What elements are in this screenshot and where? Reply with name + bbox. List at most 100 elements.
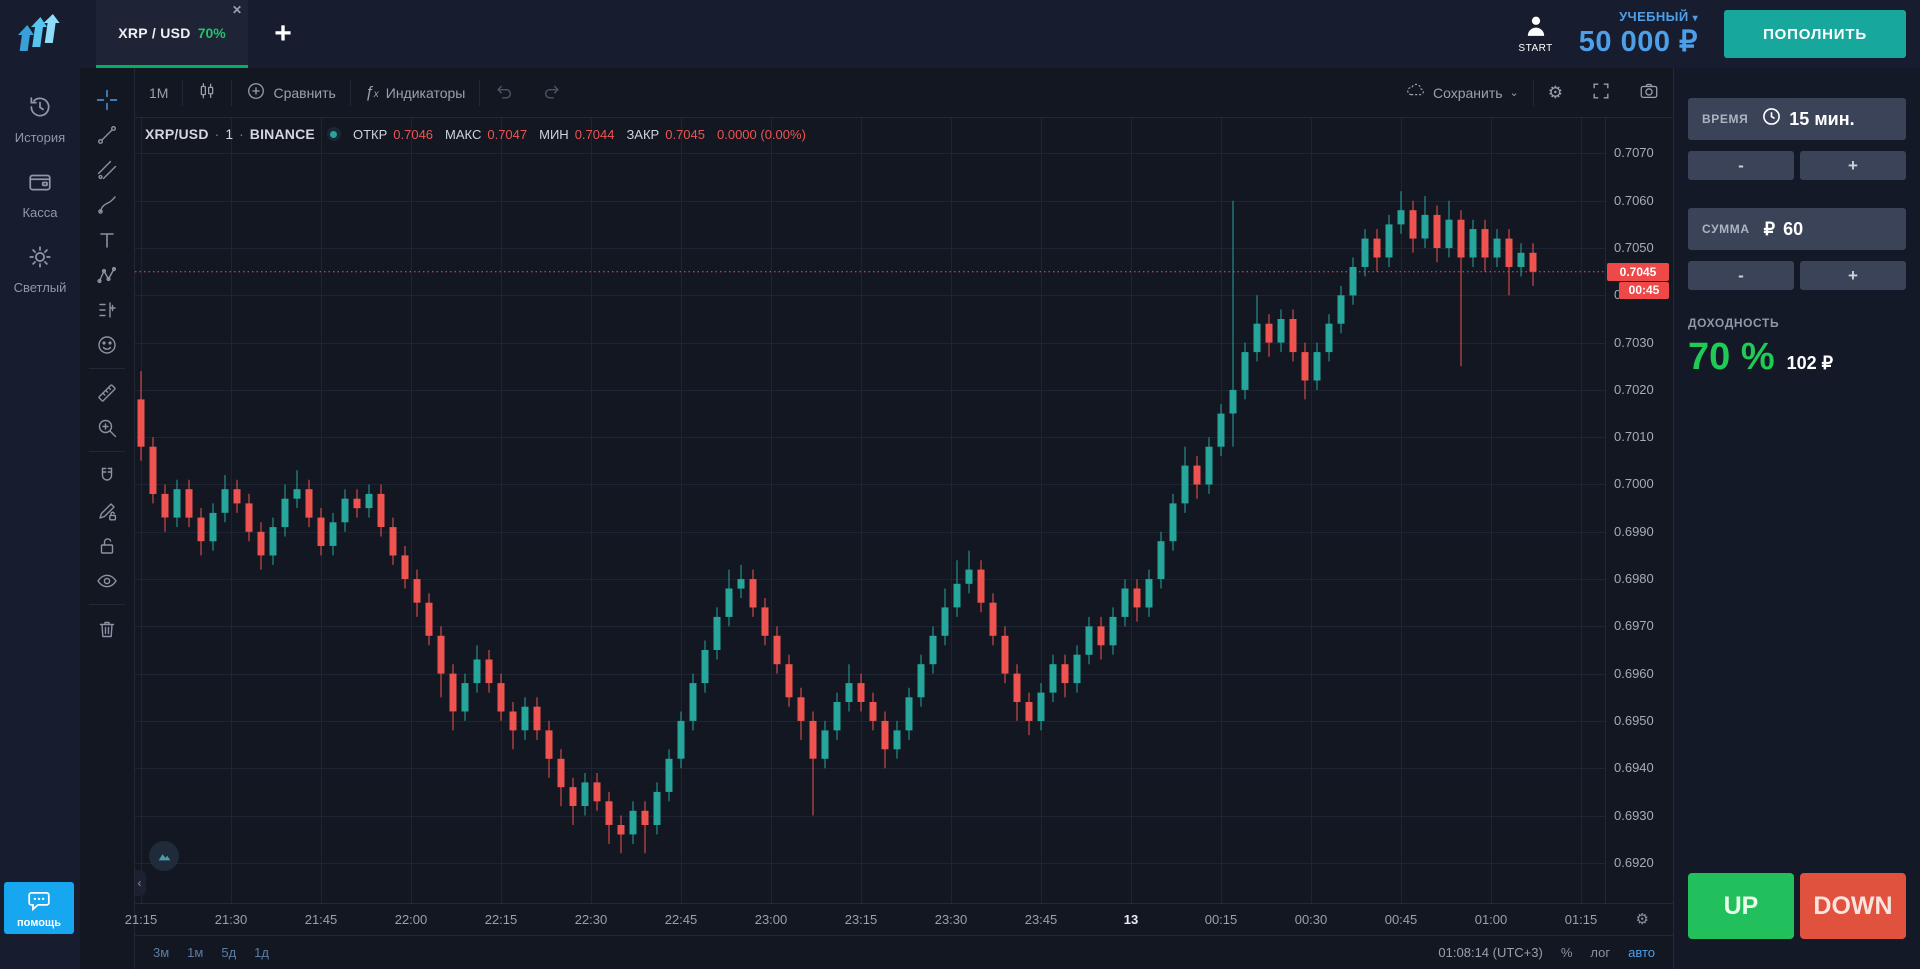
amount-increase-button[interactable]: + (1800, 261, 1906, 290)
time-decrease-button[interactable]: - (1688, 151, 1794, 180)
payout-amount: 102 ₽ (1786, 353, 1834, 373)
price-axis-label: 0.6990 (1614, 523, 1654, 539)
lock-icon[interactable] (90, 528, 124, 563)
chat-icon (26, 888, 52, 915)
down-button[interactable]: DOWN (1800, 873, 1906, 939)
forecast-tool-icon[interactable] (90, 292, 124, 327)
undo-button[interactable] (480, 78, 528, 108)
ruler-icon[interactable] (90, 375, 124, 410)
pattern-xabcd-icon[interactable] (90, 257, 124, 292)
deposit-button[interactable]: ПОПОЛНИТЬ (1724, 10, 1906, 58)
draw-mode-icon[interactable] (90, 493, 124, 528)
chart[interactable]: 0.70700.70600.70500.70400.70300.70200.70… (135, 118, 1673, 903)
save-layout-button[interactable]: Сохранить ⌄ (1390, 78, 1533, 108)
fullscreen-icon (1591, 81, 1611, 104)
chart-settings-button[interactable]: ⚙ (1534, 78, 1577, 108)
amount-field[interactable]: СУММА ₽ 60 (1688, 208, 1906, 250)
price-axis-label: 0.7000 (1614, 476, 1654, 492)
gear-icon: ⚙ (1547, 82, 1563, 102)
fib-tools-icon[interactable] (90, 152, 124, 187)
emoji-icon[interactable] (90, 327, 124, 362)
compare-button[interactable]: Сравнить (232, 78, 349, 108)
add-asset-button[interactable]: + (274, 17, 292, 50)
price-axis-label: 0.6980 (1614, 571, 1654, 587)
time-increase-button[interactable]: + (1800, 151, 1906, 180)
app-logo-icon[interactable] (0, 0, 80, 68)
screenshot-button[interactable] (1625, 78, 1673, 108)
fullscreen-button[interactable] (1577, 78, 1625, 108)
candle-countdown-tag: 00:45 (1619, 281, 1669, 299)
trash-icon[interactable] (90, 611, 124, 646)
sidebar: История Касса Светлый помощь (0, 68, 80, 969)
interval-button[interactable]: 1М (149, 84, 169, 101)
chart-bottom-bar: 3м 1м 5д 1д 01:08:14 (UTC+3) % лог авто (135, 935, 1673, 969)
auto-scale-toggle[interactable]: авто (1628, 945, 1655, 960)
eye-icon[interactable] (90, 563, 124, 598)
balance: 50 000 ₽ (1578, 26, 1698, 58)
divider (89, 451, 125, 452)
time-field[interactable]: ВРЕМЯ 15 мин. (1688, 98, 1906, 140)
current-price-tag: 0.7045 (1607, 262, 1669, 281)
time-axis-label: 23:45 (1024, 912, 1058, 927)
range-button-5д[interactable]: 5д (221, 945, 237, 960)
time-axis-label: 21:45 (304, 912, 338, 927)
time-axis-label: 01:15 (1564, 912, 1598, 927)
legend-change: 0.0000 (0.00%) (717, 126, 806, 142)
range-button-1д[interactable]: 1д (254, 945, 269, 960)
help-button[interactable]: помощь (4, 882, 74, 934)
time-axis-label: 22:45 (664, 912, 698, 927)
up-button[interactable]: UP (1688, 873, 1794, 939)
sun-icon (27, 244, 53, 275)
legend-open: 0.7046 (393, 126, 434, 142)
log-scale-toggle[interactable]: лог (1590, 945, 1611, 960)
zoom-in-icon[interactable] (90, 410, 124, 445)
sidebar-item-2[interactable]: Светлый (14, 244, 66, 295)
amount-decrease-button[interactable]: - (1688, 261, 1794, 290)
trend-line-icon[interactable] (90, 117, 124, 152)
start-label: START (1518, 43, 1553, 54)
magnet-icon[interactable] (90, 458, 124, 493)
time-axis-label: 00:30 (1294, 912, 1328, 927)
payout-percent: 70 % (1688, 336, 1775, 378)
chart-area: 1М Сравнить (125, 68, 1673, 969)
candles-icon (197, 81, 217, 104)
asset-tab[interactable]: ✕ XRP / USD 70% (96, 0, 248, 68)
candle-style-button[interactable] (183, 78, 231, 108)
crosshair-icon[interactable] (90, 82, 124, 117)
toolbar-collapse-handle[interactable]: ‹ (135, 870, 146, 896)
time-axis-label: 22:15 (484, 912, 518, 927)
start-button[interactable]: START (1518, 14, 1552, 54)
cloud-icon (1404, 81, 1426, 104)
sidebar-item-0[interactable]: История (14, 94, 67, 145)
chart-toolbar: 1М Сравнить (135, 68, 1673, 118)
price-axis-label: 0.6920 (1614, 854, 1654, 870)
payout-label: ДОХОДНОСТЬ (1688, 316, 1780, 330)
market-status-icon (326, 127, 341, 141)
price-axis-label: 0.7070 (1614, 145, 1654, 161)
legend-symbol: XRP/USD (145, 126, 209, 142)
divider (89, 368, 125, 369)
legend-exchange: BINANCE (249, 126, 315, 142)
range-button-3м[interactable]: 3м (153, 945, 170, 960)
price-axis-label: 0.6940 (1614, 760, 1654, 776)
tab-symbol: XRP / USD (118, 24, 191, 41)
history-icon (27, 94, 53, 125)
axis-settings-gear-icon[interactable]: ⚙ (1635, 911, 1649, 928)
redo-button[interactable] (528, 78, 576, 108)
text-tool-icon[interactable] (90, 222, 124, 257)
price-axis[interactable]: 0.70700.70600.70500.70400.70300.70200.70… (1605, 118, 1673, 903)
indicators-button[interactable]: ƒx Индикаторы (364, 83, 466, 101)
camera-icon (1639, 81, 1659, 104)
account-switcher[interactable]: УЧЕБНЫЙ ▾ 50 000 ₽ (1579, 9, 1698, 59)
chart-clock[interactable]: 01:08:14 (UTC+3) (1438, 945, 1543, 960)
percent-scale-toggle[interactable]: % (1560, 945, 1573, 960)
price-axis-label: 0.7020 (1614, 381, 1654, 397)
time-axis[interactable]: ⚙ 21:15 21:30 21:45 22:00 22:15 22:30 22:45 23:… (125, 903, 1673, 935)
chart-logo-icon[interactable] (149, 841, 179, 871)
sidebar-item-1[interactable]: Касса (14, 169, 67, 220)
range-button-1м[interactable]: 1м (187, 945, 204, 960)
brush-icon[interactable] (90, 187, 124, 222)
time-axis-label: 13 (1123, 912, 1139, 927)
close-icon[interactable]: ✕ (231, 3, 242, 17)
